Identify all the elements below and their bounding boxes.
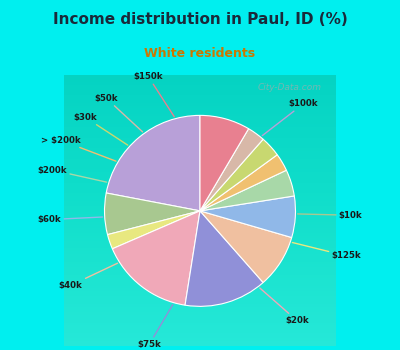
Text: City-Data.com: City-Data.com	[258, 83, 322, 92]
Wedge shape	[112, 211, 200, 305]
Text: $200k: $200k	[38, 166, 107, 182]
Text: $10k: $10k	[298, 211, 362, 220]
Wedge shape	[104, 193, 200, 235]
Text: $125k: $125k	[292, 243, 361, 260]
Wedge shape	[185, 211, 263, 306]
Wedge shape	[200, 196, 296, 238]
Wedge shape	[200, 129, 263, 211]
Wedge shape	[200, 170, 294, 211]
Text: $50k: $50k	[95, 94, 143, 132]
Wedge shape	[200, 116, 249, 211]
Text: White residents: White residents	[144, 47, 256, 60]
Text: Income distribution in Paul, ID (%): Income distribution in Paul, ID (%)	[53, 12, 347, 27]
Wedge shape	[200, 211, 292, 282]
Wedge shape	[108, 211, 200, 249]
Text: $150k: $150k	[134, 72, 174, 117]
Wedge shape	[106, 116, 200, 211]
Text: $100k: $100k	[262, 99, 318, 136]
Text: $40k: $40k	[59, 263, 118, 290]
Text: $75k: $75k	[137, 304, 173, 349]
Text: > $200k: > $200k	[41, 136, 116, 161]
Wedge shape	[200, 155, 286, 211]
Wedge shape	[200, 139, 277, 211]
Text: $20k: $20k	[260, 288, 309, 325]
Text: $30k: $30k	[74, 113, 128, 145]
Text: $60k: $60k	[38, 215, 102, 224]
